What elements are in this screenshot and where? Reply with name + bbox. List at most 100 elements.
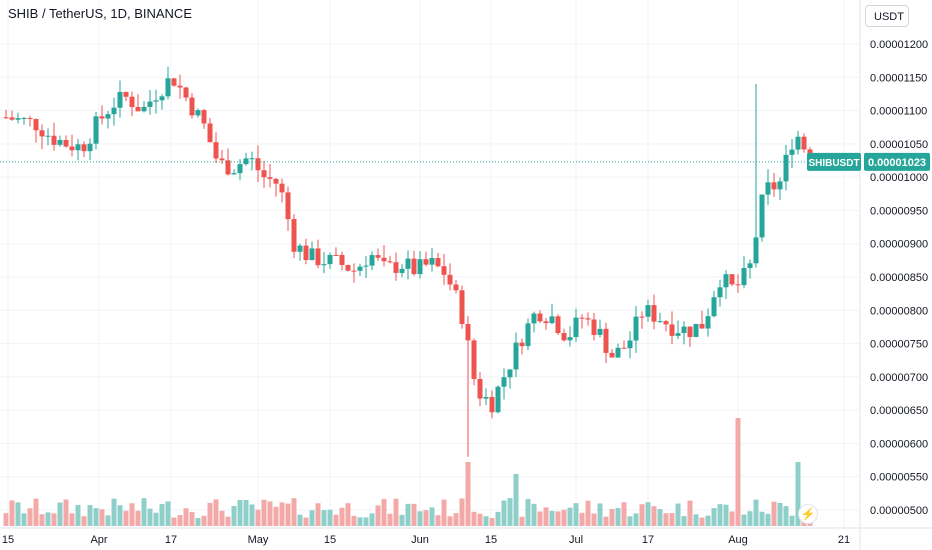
candle-body[interactable] [357,266,363,271]
candle-body[interactable] [273,178,279,184]
candle-body[interactable] [663,321,669,325]
candle-body[interactable] [159,96,165,101]
candle-body[interactable] [741,267,747,286]
candle-body[interactable] [423,259,429,265]
candle-body[interactable] [201,110,207,124]
candle-body[interactable] [579,317,585,319]
candle-body[interactable] [735,284,741,286]
candle-body[interactable] [777,181,783,190]
candle-body[interactable] [789,149,795,155]
candle-body[interactable] [537,313,543,322]
candle-body[interactable] [315,248,321,266]
candle-body[interactable] [81,144,87,152]
candle-body[interactable] [141,106,147,112]
candle-body[interactable] [675,333,681,336]
candle-body[interactable] [417,259,423,275]
candle-body[interactable] [453,284,459,291]
candle-body[interactable] [351,270,357,272]
candle-body[interactable] [123,91,129,97]
candle-body[interactable] [657,321,663,323]
candle-body[interactable] [45,135,51,137]
candle-body[interactable] [591,319,597,335]
candle-body[interactable] [753,237,759,264]
candle-body[interactable] [195,110,201,116]
candle-body[interactable] [597,328,603,335]
candle-body[interactable] [699,323,705,329]
candle-body[interactable] [321,264,327,266]
candle-body[interactable] [729,274,735,285]
candle-body[interactable] [231,173,237,175]
candle-body[interactable] [33,119,39,131]
candle-body[interactable] [603,328,609,353]
candle-body[interactable] [627,340,633,349]
candle-body[interactable] [399,268,405,273]
candle-body[interactable] [723,274,729,288]
candle-body[interactable] [615,347,621,358]
candle-body[interactable] [771,182,777,190]
candle-body[interactable] [309,248,315,261]
candle-body[interactable] [117,91,123,108]
candle-body[interactable] [405,258,411,269]
candle-body[interactable] [639,316,645,318]
candle-body[interactable] [693,323,699,337]
candle-body[interactable] [567,337,573,341]
candle-body[interactable] [393,262,399,273]
lightning-icon[interactable]: ⚡ [798,504,818,524]
candle-body[interactable] [387,261,393,263]
candle-body[interactable] [747,263,753,268]
candle-body[interactable] [489,396,495,413]
candle-body[interactable] [333,254,339,256]
candle-body[interactable] [477,378,483,399]
candle-body[interactable] [27,118,33,120]
candle-body[interactable] [345,264,351,271]
candle-body[interactable] [135,107,141,112]
candle-body[interactable] [513,342,519,370]
candle-body[interactable] [15,118,21,120]
candle-body[interactable] [687,326,693,337]
candle-body[interactable] [585,318,591,320]
candle-body[interactable] [441,266,447,275]
candle-body[interactable] [225,160,231,175]
candle-body[interactable] [705,316,711,329]
candle-body[interactable] [483,396,489,399]
candle-body[interactable] [183,87,189,98]
candle-body[interactable] [291,219,297,252]
candle-body[interactable] [561,333,567,341]
candle-body[interactable] [249,158,255,160]
candle-body[interactable] [3,117,9,119]
candle-body[interactable] [111,107,117,115]
candle-body[interactable] [375,255,381,258]
candle-body[interactable] [519,342,525,347]
candle-body[interactable] [327,254,333,265]
candle-body[interactable] [765,182,771,195]
candle-body[interactable] [609,352,615,358]
candle-body[interactable] [153,100,159,102]
candle-body[interactable] [369,255,375,266]
candle-body[interactable] [471,340,477,379]
candle-body[interactable] [465,324,471,341]
candle-body[interactable] [99,116,105,119]
candle-body[interactable] [507,369,513,378]
currency-selector-button[interactable]: USDT [865,5,909,27]
candle-body[interactable] [303,245,309,261]
candle-body[interactable] [711,297,717,317]
candle-body[interactable] [129,96,135,108]
candle-body[interactable] [75,144,81,151]
candle-body[interactable] [429,257,435,265]
candle-body[interactable] [279,183,285,193]
candle-body[interactable] [669,324,675,336]
candle-body[interactable] [69,146,75,151]
candle-body[interactable] [717,287,723,298]
candle-body[interactable] [237,164,243,174]
candle-body[interactable] [177,85,183,88]
candle-body[interactable] [339,254,345,265]
candle-body[interactable] [363,265,369,267]
candle-body[interactable] [501,377,507,387]
candle-body[interactable] [243,158,249,165]
candle-body[interactable] [261,170,267,178]
candle-body[interactable] [63,139,69,147]
candle-body[interactable] [267,177,273,179]
candle-body[interactable] [9,117,15,120]
candle-body[interactable] [411,258,417,275]
candle-body[interactable] [543,321,549,324]
